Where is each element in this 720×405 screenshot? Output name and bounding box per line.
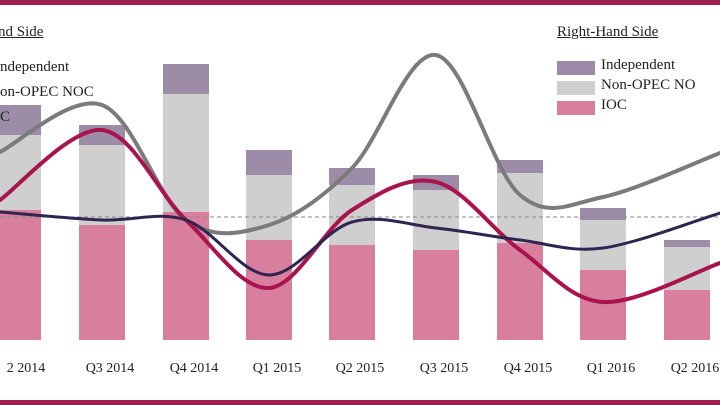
bar-ioc-0 <box>0 210 41 340</box>
bar-independent-6 <box>497 160 543 173</box>
x-tick-label-7: Q1 2016 <box>587 361 636 376</box>
bar-independent-2 <box>163 64 209 94</box>
bar-ioc-1 <box>79 225 125 340</box>
x-tick-label-4: Q2 2015 <box>336 361 385 376</box>
crimson-line <box>0 127 720 305</box>
x-tick-label-8: Q2 2016 <box>671 361 720 376</box>
right-legend-independent: Independent <box>601 57 676 73</box>
bar-non-opec-noc-5 <box>413 190 459 250</box>
x-tick-label-0: 2 2014 <box>7 361 46 376</box>
left-legend-independent: ndependent <box>0 59 70 75</box>
bar-ioc-8 <box>664 290 710 340</box>
right-legend-independent-swatch <box>557 61 595 75</box>
x-tick-label-5: Q3 2015 <box>420 361 469 376</box>
bottom-frame-bar <box>0 400 720 405</box>
bar-non-opec-noc-1 <box>79 145 125 225</box>
bar-ioc-2 <box>163 212 209 340</box>
x-tick-label-1: Q3 2014 <box>86 361 135 376</box>
right-legend-title: Right-Hand Side <box>557 24 659 40</box>
left-legend-title: nd Side <box>0 24 44 40</box>
bar-independent-7 <box>580 208 626 220</box>
right-legend-non-opec-noc-swatch <box>557 81 595 95</box>
bar-ioc-5 <box>413 250 459 340</box>
line-group <box>0 52 720 305</box>
navy-line <box>0 210 720 277</box>
x-tick-label-6: Q4 2015 <box>504 361 553 376</box>
top-frame-bar <box>0 0 720 5</box>
right-legend-ioc-swatch <box>557 101 595 115</box>
right-legend-non-opec-noc: Non-OPEC NO <box>601 77 696 93</box>
bar-ioc-6 <box>497 243 543 340</box>
x-tick-label-2: Q4 2014 <box>170 361 219 376</box>
bar-non-opec-noc-6 <box>497 173 543 243</box>
bar-ioc-4 <box>329 245 375 340</box>
x-axis: 2 2014 Q3 2014 Q4 2014 Q1 2015 Q2 2015 Q3 201… <box>7 361 720 376</box>
bar-independent-3 <box>246 150 292 175</box>
bar-non-opec-noc-4 <box>329 185 375 245</box>
bar-group <box>0 64 710 340</box>
bar-independent-8 <box>664 240 710 247</box>
left-legend-non-opec-noc: on-OPEC NOC <box>0 84 94 100</box>
bar-non-opec-noc-2 <box>163 94 209 212</box>
x-tick-label-3: Q1 2015 <box>253 361 302 376</box>
bar-ioc-7 <box>580 270 626 340</box>
right-legend-ioc: IOC <box>601 97 627 113</box>
grey-line <box>0 52 720 236</box>
left-legend-ioc: C <box>0 109 11 125</box>
